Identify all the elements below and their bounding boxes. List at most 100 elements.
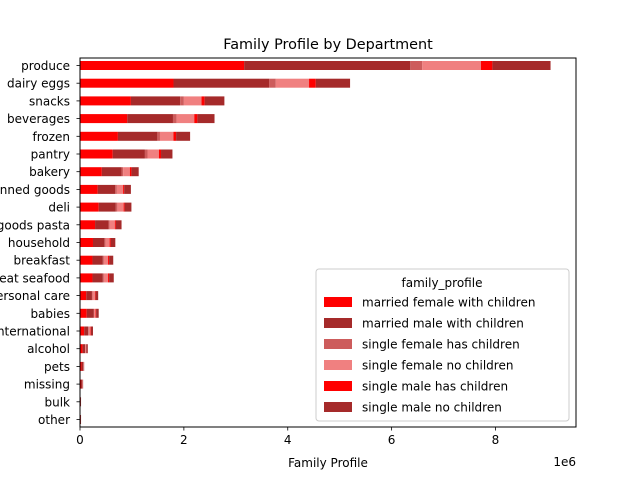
- y-tick-label: produce: [21, 59, 70, 73]
- legend-box: [315, 268, 570, 422]
- bar-segment-pets-s0: [80, 361, 82, 371]
- bar-segment-alcohol-s1: [82, 344, 86, 354]
- bar-segment-babies-s5: [96, 308, 99, 318]
- bar-segment-personal-care-s3: [92, 291, 96, 301]
- y-tick-label: bakery: [29, 165, 70, 179]
- bar-segment-produce-s5: [492, 61, 551, 70]
- bar-segment-breakfast-s0: [80, 255, 93, 265]
- bar-segment-personal-care-s2: [91, 291, 93, 301]
- y-tick-label: dry goods pasta: [0, 218, 70, 232]
- bar-segment-missing-s5: [82, 379, 84, 389]
- bar-segment-pets-s5: [83, 361, 85, 371]
- bar-segment-breakfast-s2: [102, 255, 104, 265]
- bar-segment-alcohol-s3: [85, 344, 87, 354]
- y-tick-label: pantry: [31, 148, 70, 162]
- bar-segment-pantry-s1: [112, 149, 145, 159]
- y-tick-label: snacks: [29, 94, 70, 108]
- bar-segment-dairy-eggs-s5: [315, 78, 351, 88]
- legend-swatch: [324, 297, 352, 307]
- bar-segment-snacks-s3: [183, 96, 202, 106]
- bar-segment-personal-care-s0: [80, 291, 87, 301]
- bar-segment-dairy-eggs-s1: [173, 78, 270, 88]
- bar-segment-dry-goods-pasta-s1: [95, 220, 109, 230]
- bar-segment-meat-seafood-s0: [80, 273, 93, 283]
- bar-segment-dry-goods-pasta-s2: [108, 220, 110, 230]
- bar-segment-bulk-s1: [80, 397, 82, 407]
- y-tick-label: pets: [44, 360, 70, 374]
- bar-segment-frozen-s4: [173, 131, 177, 141]
- bar-segment-beverages-s0: [80, 114, 128, 124]
- bar-segment-beverages-s3: [176, 114, 195, 124]
- bar-segment-deli-s2: [115, 202, 118, 212]
- bar-segment-frozen-s5: [176, 131, 191, 141]
- bar-segment-produce-s2: [410, 61, 423, 70]
- x-tick-label: 0: [76, 433, 84, 447]
- bar-segment-breakfast-s5: [109, 255, 114, 265]
- x-tick-label: 6: [388, 433, 396, 447]
- bar-segment-babies-s1: [86, 308, 94, 318]
- legend-label: single male no children: [362, 401, 502, 415]
- bar-segment-personal-care-s5: [95, 291, 99, 301]
- bar-segment-other-s1: [80, 415, 82, 424]
- bar-segment-dry-goods-pasta-s0: [80, 220, 96, 230]
- bar-segment-personal-care-s1: [86, 291, 92, 301]
- bar-segment-international-s3: [88, 326, 91, 336]
- legend-label: married male with children: [362, 317, 524, 331]
- bar-segment-household-s1: [92, 238, 105, 247]
- bar-segment-snacks-s2: [180, 96, 184, 106]
- x-tick-label: 8: [492, 433, 500, 447]
- bar-segment-meat-seafood-s3: [103, 273, 109, 283]
- bar-segment-pantry-s4: [158, 149, 162, 159]
- bar-segment-missing-s3: [82, 379, 83, 389]
- legend-title: family_profile: [402, 276, 483, 290]
- bar-segment-bakery-s5: [131, 167, 139, 177]
- y-tick-label: alcohol: [27, 342, 70, 356]
- bar-segment-deli-s1: [98, 202, 116, 212]
- x-tick-label: 2: [180, 433, 188, 447]
- bar-segment-meat-seafood-s2: [102, 273, 104, 283]
- y-tick-label: international: [0, 325, 70, 339]
- bar-segment-international-s4: [90, 326, 91, 336]
- bar-segment-snacks-s5: [204, 96, 225, 106]
- y-tick-label: bulk: [44, 395, 70, 409]
- bar-segment-deli-s0: [80, 202, 99, 212]
- bar-segment-produce-s4: [480, 61, 493, 70]
- bar-segment-bakery-s0: [80, 167, 102, 177]
- bar-segment-snacks-s4: [201, 96, 205, 106]
- bar-segment-alcohol-s0: [80, 344, 83, 354]
- y-tick-label: dairy eggs: [7, 77, 70, 91]
- bar-segment-household-s3: [105, 238, 110, 247]
- bar-segment-pantry-s5: [161, 149, 173, 159]
- bar-segment-babies-s3: [94, 308, 96, 318]
- bar-segment-canned-goods-s5: [124, 184, 131, 194]
- bar-segment-beverages-s2: [172, 114, 177, 124]
- bar-segment-canned-goods-s2: [115, 184, 117, 194]
- bar-segment-meat-seafood-s5: [109, 273, 114, 283]
- y-tick-label: other: [38, 413, 70, 427]
- bar-segment-breakfast-s3: [103, 255, 109, 265]
- bar-segment-dry-goods-pasta-s3: [109, 220, 115, 230]
- bar-segment-pets-s3: [83, 361, 84, 371]
- bar-segment-dairy-eggs-s3: [275, 78, 310, 88]
- bar-segment-household-s0: [80, 238, 93, 247]
- bar-segment-dry-goods-pasta-s5: [115, 220, 122, 230]
- y-tick-label: breakfast: [13, 254, 70, 268]
- bar-segment-deli-s5: [124, 202, 132, 212]
- bar-segment-canned-goods-s0: [80, 184, 98, 194]
- bar-segment-babies-s4: [95, 308, 97, 318]
- plot-area-frame: [79, 57, 577, 428]
- bar-segment-produce-s0: [80, 61, 245, 70]
- y-tick-label: beverages: [7, 112, 70, 126]
- x-tick-label: 4: [284, 433, 292, 447]
- y-tick-label: deli: [48, 201, 70, 215]
- legend-label: single female has children: [362, 338, 520, 352]
- legend: family_profile married female with child…: [315, 268, 570, 422]
- legend-label: single male has children: [362, 380, 508, 394]
- bar-segment-bakery-s3: [123, 167, 130, 177]
- bar-segment-deli-s3: [117, 202, 124, 212]
- legend-items: married female with children married male…: [324, 296, 535, 415]
- bar-segment-missing-s1: [81, 379, 83, 389]
- y-tick-label: household: [8, 236, 70, 250]
- bar-segment-snacks-s0: [80, 96, 131, 106]
